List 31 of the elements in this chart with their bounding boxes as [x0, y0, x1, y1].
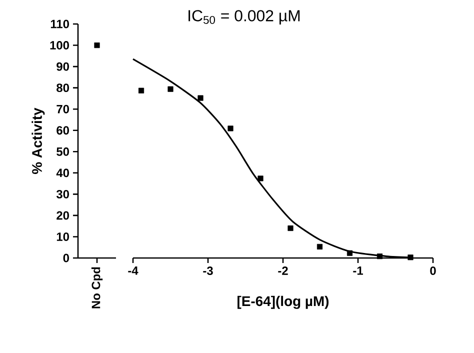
x-axis-title: [E-64](log µM) [238, 296, 329, 309]
y-tick-label: 90 [56, 62, 69, 71]
y-tick-label: 60 [56, 126, 69, 135]
x-tick-label: 0 [430, 266, 436, 275]
y-tick-label: 70 [56, 104, 69, 114]
y-axis-title: % Activity [32, 108, 45, 174]
x-tick-label: -1 [353, 266, 363, 275]
point [346, 250, 353, 256]
point [316, 244, 323, 250]
y-tick-label: 40 [56, 168, 69, 178]
point [376, 254, 383, 260]
x-tick-label: No Cpd [91, 267, 103, 308]
point [258, 176, 264, 182]
y-tick-label: 50 [56, 147, 69, 156]
point [288, 225, 294, 232]
point [198, 95, 204, 101]
point [228, 126, 234, 132]
y-tick-label: 20 [56, 211, 69, 220]
y-tick-label: 0 [63, 254, 69, 262]
y-tick-label: 110 [50, 20, 69, 28]
x-tick-label: -4 [128, 266, 138, 275]
y-tick-label: 100 [50, 41, 69, 50]
point [408, 254, 414, 260]
point [138, 88, 144, 94]
y-tick-label: 80 [56, 84, 69, 92]
x-tick-label: -3 [203, 266, 213, 276]
chart-title: IC$_{50}$ = 0.002 µM [188, 10, 300, 25]
x-tick-label: -2 [278, 266, 288, 275]
point [168, 86, 174, 92]
y-tick-label: 30 [56, 190, 69, 198]
y-tick-label: 10 [56, 232, 69, 241]
